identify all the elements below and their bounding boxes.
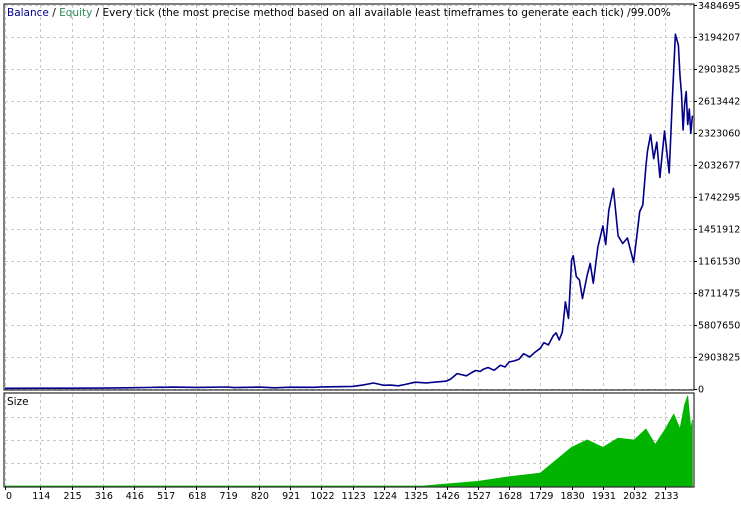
y-tick-label: 31942075 [698, 33, 741, 44]
x-tick-label: 618 [188, 491, 206, 502]
y-tick-label: 23230600 [698, 129, 741, 140]
x-tick-label: 517 [157, 491, 175, 502]
y-tick-label: 20326775 [698, 161, 741, 172]
x-tick-label: 820 [251, 491, 269, 502]
y-tick-label: 29038250 [698, 65, 741, 76]
size-area [5, 395, 693, 487]
equity-legend-label: Equity [59, 7, 92, 19]
x-tick-label: 1325 [404, 491, 428, 502]
x-tick-label: 416 [126, 491, 144, 502]
x-tick-label: 1931 [592, 491, 616, 502]
balance-series-layer [4, 33, 694, 390]
x-tick-label: 1830 [561, 491, 585, 502]
y-tick-label: 11615300 [698, 257, 741, 268]
main-grid [5, 5, 693, 390]
x-tick-label: 1729 [529, 491, 553, 502]
y-tick-label: 0 [698, 385, 704, 396]
y-tick-label: 34846950 [698, 1, 741, 12]
size-series-layer [5, 395, 693, 487]
x-tick-label: 921 [282, 491, 300, 502]
balance-legend-label: Balance [7, 7, 49, 19]
x-tick-label: 0 [6, 491, 12, 502]
x-tick-label: 1527 [467, 491, 491, 502]
legend-separator: / [49, 7, 59, 19]
x-tick-label: 1426 [435, 491, 459, 502]
x-tick-label: 2032 [623, 491, 647, 502]
y-tick-label: 14519125 [698, 225, 741, 236]
test-description: / Every tick (the most precise method ba… [92, 7, 670, 19]
x-tick-label: 114 [32, 491, 50, 502]
x-tick-label: 1123 [342, 491, 366, 502]
size-grid [5, 394, 693, 486]
x-axis-tick-labels: 0 114 215 316 416 517 618 719 820 921 1022 1123 1224… [5, 487, 679, 502]
size-panel: Size [3, 392, 695, 488]
y-tick-label: 8711475 [698, 289, 740, 300]
y-axis-tick-labels: 0 2903825 5807650 8711475 11615300 14519125 17… [694, 1, 741, 396]
y-tick-label: 26134425 [698, 97, 741, 108]
x-tick-label: 2133 [654, 491, 678, 502]
x-tick-label: 1022 [310, 491, 334, 502]
x-tick-label: 316 [95, 491, 113, 502]
y-tick-label: 5807650 [698, 321, 740, 332]
balance-line [4, 33, 694, 390]
size-panel-label: Size [7, 396, 29, 408]
x-tick-label: 1628 [498, 491, 522, 502]
x-tick-label: 719 [220, 491, 238, 502]
size-chart-frame [3, 392, 695, 488]
x-tick-label: 215 [64, 491, 82, 502]
y-tick-label: 2903825 [698, 353, 740, 364]
chart-header: Balance / Equity / Every tick (the most … [7, 7, 671, 19]
x-tick-label: 1224 [373, 491, 397, 502]
main-panel: Balance / Equity / Every tick (the most … [3, 1, 741, 396]
y-tick-label: 17422950 [698, 193, 741, 204]
